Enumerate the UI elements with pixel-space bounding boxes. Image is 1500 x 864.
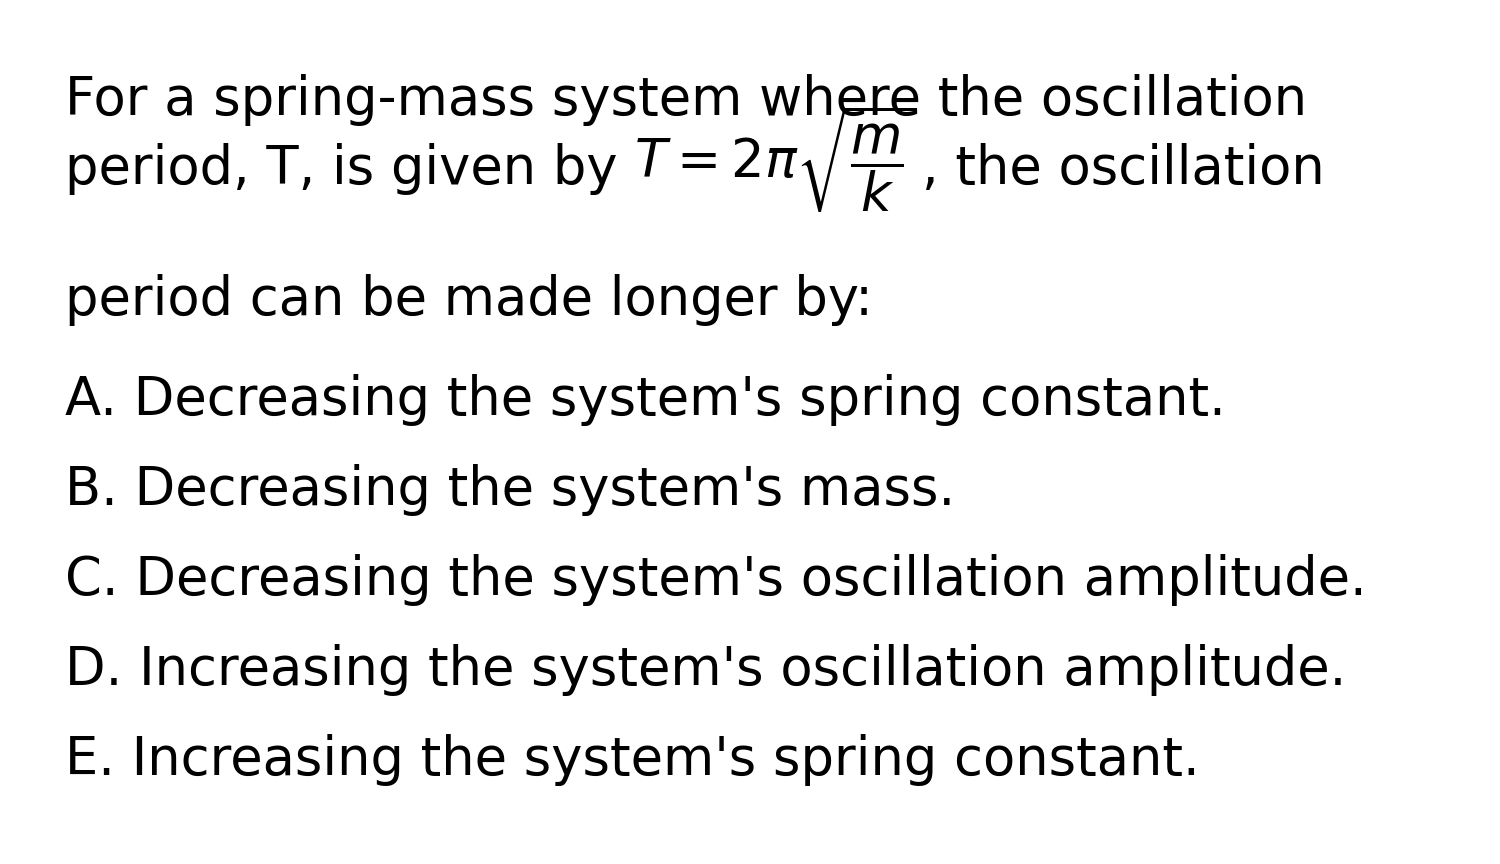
Text: period can be made longer by:: period can be made longer by: xyxy=(64,274,873,326)
Text: $T = 2\pi\sqrt{\dfrac{m}{k}}$: $T = 2\pi\sqrt{\dfrac{m}{k}}$ xyxy=(634,105,918,215)
Text: A. Decreasing the system's spring constant.: A. Decreasing the system's spring consta… xyxy=(64,374,1225,426)
Text: , the oscillation: , the oscillation xyxy=(922,143,1324,195)
Text: D. Increasing the system's oscillation amplitude.: D. Increasing the system's oscillation a… xyxy=(64,644,1347,696)
Text: period, T, is given by: period, T, is given by xyxy=(64,143,634,195)
Text: C. Decreasing the system's oscillation amplitude.: C. Decreasing the system's oscillation a… xyxy=(64,554,1366,606)
Text: For a spring-mass system where the oscillation: For a spring-mass system where the oscil… xyxy=(64,74,1306,126)
Text: E. Increasing the system's spring constant.: E. Increasing the system's spring consta… xyxy=(64,734,1200,786)
Text: B. Decreasing the system's mass.: B. Decreasing the system's mass. xyxy=(64,464,956,516)
